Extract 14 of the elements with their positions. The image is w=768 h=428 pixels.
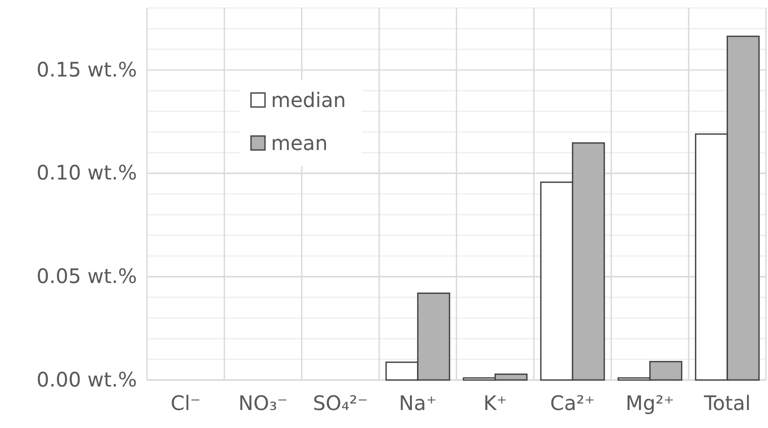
x-tick-label: Ca²⁺ <box>550 391 595 416</box>
legend-label: mean <box>271 131 328 155</box>
x-tick-label: SO₄²⁻ <box>312 391 368 416</box>
y-tick-label: 0.05 wt.% <box>36 264 137 288</box>
y-tick-label: 0.15 wt.% <box>36 57 137 82</box>
x-tick-label: NO₃⁻ <box>238 391 288 416</box>
legend-label: median <box>271 88 346 112</box>
x-tick-label: Cl⁻ <box>170 391 201 416</box>
x-tick-label: K⁺ <box>483 391 508 416</box>
x-tick-label: Mg²⁺ <box>626 391 674 416</box>
y-tick-label: 0.00 wt.% <box>36 367 137 392</box>
x-tick-label: Na⁺ <box>398 391 437 416</box>
x-tick-label: Total <box>702 391 751 416</box>
y-tick-label: 0.10 wt.% <box>36 160 137 185</box>
